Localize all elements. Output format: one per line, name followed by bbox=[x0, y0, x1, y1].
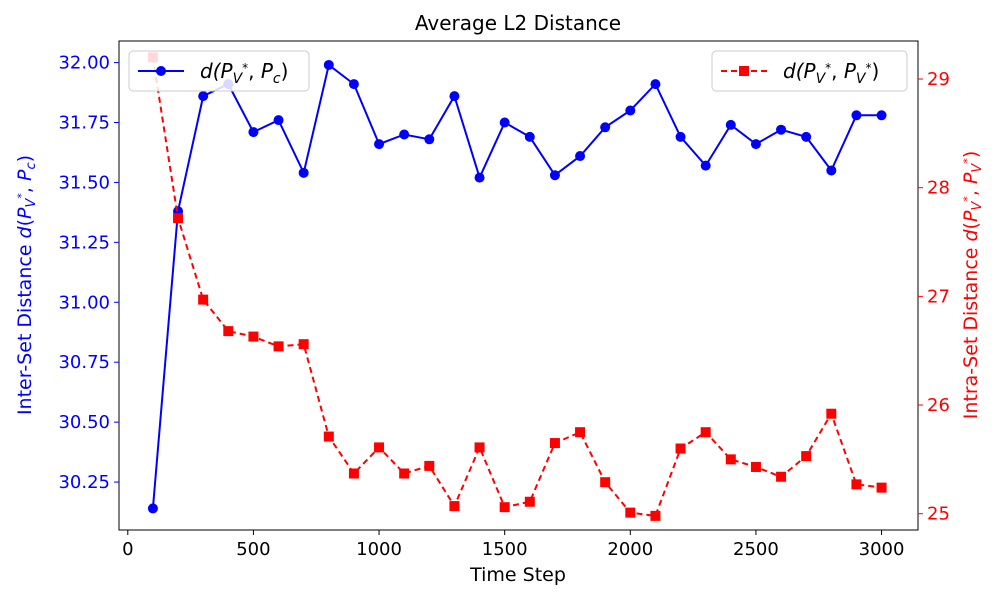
left-y-tick-label: 30.25 bbox=[58, 472, 110, 493]
data-point-square bbox=[449, 501, 460, 512]
right-y-tick-label: 28 bbox=[927, 178, 950, 199]
left-y-tick-label: 31.00 bbox=[58, 292, 110, 313]
data-point-circle bbox=[298, 167, 309, 178]
legend-right-label: d(PV*, PV*) bbox=[783, 59, 879, 87]
data-point-circle bbox=[675, 131, 686, 142]
data-point-circle bbox=[449, 91, 460, 102]
left-y-tick-label: 31.25 bbox=[58, 232, 110, 253]
data-point-square bbox=[549, 438, 560, 449]
data-point-square bbox=[348, 468, 359, 479]
data-point-circle bbox=[424, 134, 435, 145]
x-tick-label: 3000 bbox=[859, 539, 905, 560]
data-point-square bbox=[173, 213, 184, 224]
data-point-circle bbox=[524, 131, 535, 142]
data-point-square bbox=[725, 454, 736, 465]
legend-right-marker bbox=[739, 66, 749, 76]
x-axis: 0 500 1000 1500 2000 2500 3000 bbox=[122, 530, 904, 560]
data-point-circle bbox=[323, 59, 334, 70]
data-point-circle bbox=[600, 122, 611, 133]
data-point-circle bbox=[650, 79, 661, 90]
data-point-square bbox=[876, 482, 887, 493]
left-y-tick-label: 31.50 bbox=[58, 172, 110, 193]
data-point-square bbox=[374, 442, 385, 453]
right-y-tick-label: 29 bbox=[927, 69, 950, 90]
data-point-circle bbox=[474, 172, 485, 183]
series-line-2 bbox=[151, 57, 882, 517]
data-point-square bbox=[625, 507, 636, 518]
data-point-circle bbox=[625, 105, 636, 116]
data-point-circle bbox=[499, 117, 510, 128]
data-point-square bbox=[675, 443, 686, 454]
data-point-square bbox=[399, 468, 410, 479]
x-tick-label: 1000 bbox=[356, 539, 402, 560]
legend-left: d(PV*, Pc) bbox=[128, 50, 310, 92]
data-point-square bbox=[776, 471, 787, 482]
data-point-square bbox=[650, 510, 661, 521]
data-point-square bbox=[198, 294, 209, 305]
data-point-square bbox=[575, 427, 586, 438]
data-point-square bbox=[323, 431, 334, 442]
left-y-tick-label: 30.75 bbox=[58, 352, 110, 373]
x-tick-label: 0 bbox=[122, 539, 133, 560]
data-point-square bbox=[424, 460, 435, 471]
data-point-circle bbox=[575, 151, 586, 162]
plot-frame bbox=[118, 40, 919, 531]
legend-right-box bbox=[711, 50, 908, 92]
data-point-square bbox=[223, 326, 234, 337]
data-point-circle bbox=[801, 131, 812, 142]
data-point-circle bbox=[776, 124, 787, 135]
data-point-square bbox=[474, 442, 485, 453]
right-y-tick-label: 26 bbox=[927, 395, 950, 416]
data-point-square bbox=[851, 479, 862, 490]
left-y-tick-label: 31.75 bbox=[58, 113, 110, 134]
data-point-circle bbox=[348, 79, 359, 90]
left-y-axis-title: Inter-Set Distance d(PV*, Pc) bbox=[14, 155, 39, 415]
data-point-circle bbox=[851, 110, 862, 121]
series-layer bbox=[147, 52, 887, 521]
series-line-1 bbox=[151, 63, 882, 509]
data-point-square bbox=[750, 461, 761, 472]
data-point-circle bbox=[374, 139, 385, 150]
x-axis-title: Time Step bbox=[469, 564, 566, 586]
legend-left-box bbox=[128, 50, 310, 92]
data-point-square bbox=[248, 331, 259, 342]
x-tick-label: 2000 bbox=[607, 539, 653, 560]
data-point-circle bbox=[399, 129, 410, 140]
data-point-square bbox=[826, 408, 837, 419]
data-point-circle bbox=[700, 160, 711, 171]
data-point-circle bbox=[876, 110, 887, 121]
x-tick-label: 2500 bbox=[733, 539, 779, 560]
left-y-tick-label: 30.50 bbox=[58, 412, 110, 433]
chart-title: Average L2 Distance bbox=[415, 11, 621, 35]
data-point-circle bbox=[273, 115, 284, 126]
right-y-axis-title: Intra-Set Distance d(PV*, PV*) bbox=[960, 151, 985, 420]
data-point-square bbox=[298, 339, 309, 350]
data-point-circle bbox=[549, 170, 560, 181]
left-y-axis: 30.25 30.50 30.75 31.00 31.25 31.50 31.75 32.00 bbox=[58, 53, 119, 493]
x-tick-label: 1500 bbox=[482, 539, 528, 560]
right-y-tick-label: 27 bbox=[927, 286, 950, 307]
right-y-tick-label: 25 bbox=[927, 504, 950, 525]
legend-left-marker bbox=[156, 66, 166, 76]
data-point-square bbox=[273, 341, 284, 352]
x-tick-label: 500 bbox=[236, 539, 270, 560]
right-y-axis: 25 26 27 28 29 bbox=[918, 69, 950, 525]
data-point-circle bbox=[826, 165, 837, 176]
data-point-square bbox=[499, 502, 510, 513]
left-y-tick-label: 32.00 bbox=[58, 53, 110, 74]
data-point-square bbox=[600, 477, 611, 488]
data-point-circle bbox=[198, 91, 209, 102]
data-point-circle bbox=[248, 127, 259, 138]
data-point-circle bbox=[750, 139, 761, 150]
data-point-square bbox=[524, 496, 535, 507]
data-point-circle bbox=[725, 119, 736, 130]
data-point-circle bbox=[147, 503, 158, 514]
data-point-square bbox=[801, 451, 812, 462]
data-point-square bbox=[700, 427, 711, 438]
legend-right: d(PV*, PV*) bbox=[711, 50, 908, 92]
